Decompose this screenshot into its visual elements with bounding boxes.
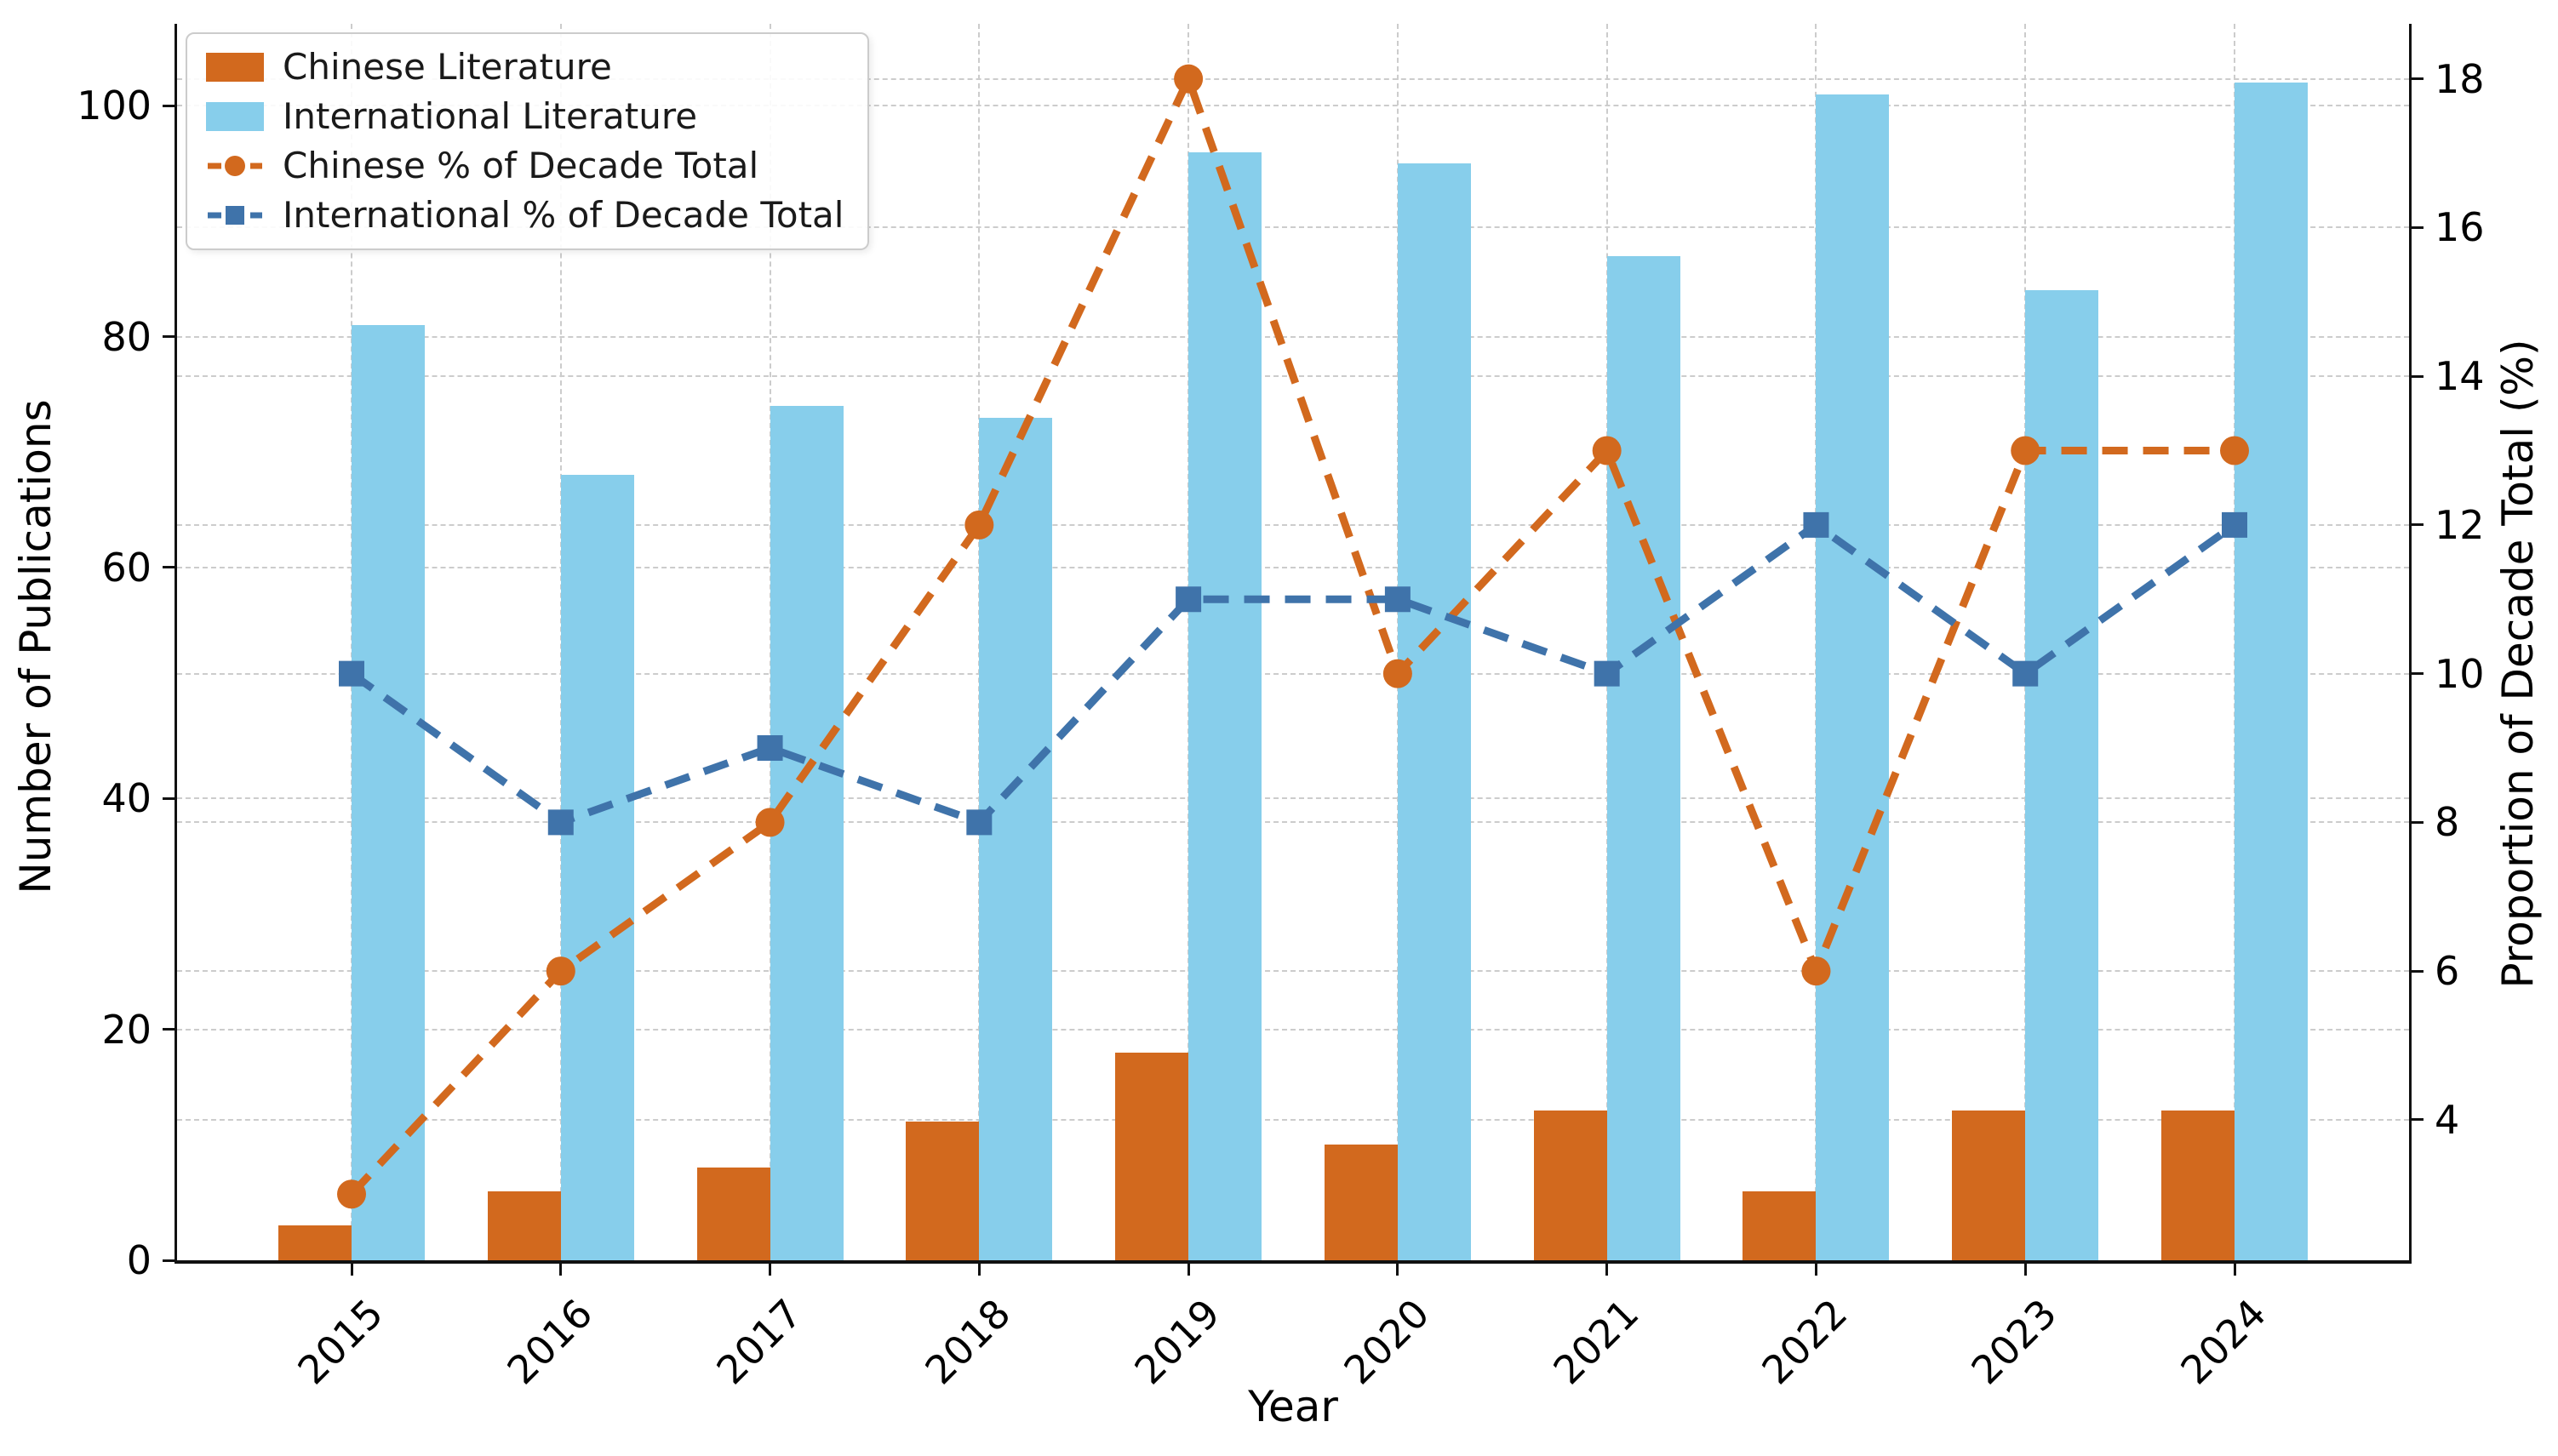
y-axis-right-tick-label: 16 — [2435, 204, 2485, 251]
bar-chinese-2022 — [1743, 1190, 1817, 1260]
y-axis-right-tick — [2412, 226, 2424, 229]
x-axis-tick — [350, 1264, 353, 1276]
y-axis-right-tick — [2412, 1118, 2424, 1122]
x-axis-tick-label: 2019 — [1125, 1290, 1229, 1394]
x-axis-tick — [977, 1264, 981, 1276]
legend-item-chinese-bar: Chinese Literature — [206, 48, 844, 87]
x-axis-tick-label: 2017 — [707, 1290, 810, 1394]
y-axis-left-tick-label: 20 — [101, 1006, 152, 1053]
bar-chinese-2018 — [906, 1122, 980, 1260]
legend-label: International Literature — [283, 95, 698, 137]
y-axis-left-tick — [163, 797, 175, 800]
x-axis-tick-label: 2016 — [498, 1290, 602, 1394]
bar-international-2021 — [1606, 255, 1680, 1260]
bar-international-2022 — [1816, 94, 1890, 1260]
x-axis-label: Year — [1248, 1382, 1338, 1431]
bar-international-2017 — [770, 406, 844, 1260]
y-axis-right-tick-label: 8 — [2435, 799, 2460, 846]
bar-international-2023 — [2025, 290, 2099, 1260]
legend-item-chinese-line: Chinese % of Decade Total — [206, 146, 844, 186]
legend-item-international-line: International % of Decade Total — [206, 196, 844, 235]
bar-chinese-2019 — [1115, 1052, 1189, 1260]
y-axis-right-tick-label: 12 — [2435, 501, 2485, 548]
y-axis-left-tick-label: 40 — [101, 775, 152, 822]
y-axis-right-tick-label: 6 — [2435, 948, 2460, 995]
x-axis-tick — [1605, 1264, 1609, 1276]
x-axis-tick-label: 2018 — [916, 1290, 1020, 1394]
legend-label: Chinese % of Decade Total — [283, 145, 759, 186]
x-axis-tick — [1187, 1264, 1190, 1276]
bar-chinese-2020 — [1324, 1145, 1398, 1260]
bar-chinese-2016 — [487, 1190, 561, 1260]
y-axis-label-right: Proportion of Decade Total (%) — [2493, 339, 2543, 989]
bar-international-2015 — [352, 325, 425, 1260]
y-axis-right-tick — [2412, 969, 2424, 973]
x-axis-tick-label: 2022 — [1753, 1290, 1857, 1394]
bottom-spine — [175, 1260, 2412, 1264]
legend: Chinese Literature International Literat… — [186, 32, 870, 250]
right-spine — [2409, 24, 2412, 1263]
x-axis-tick-label: 2021 — [1544, 1290, 1648, 1394]
international-dashed-line-square-marker-icon — [208, 206, 262, 225]
y-axis-left-tick-label: 80 — [101, 313, 152, 360]
x-axis-tick — [769, 1264, 772, 1276]
y-axis-right-tick-label: 18 — [2435, 55, 2485, 102]
y-axis-label-left: Number of Publications — [11, 399, 60, 894]
y-axis-right-tick-label: 14 — [2435, 353, 2485, 400]
y-axis-left-tick-label: 100 — [77, 83, 152, 129]
x-axis-tick-label: 2024 — [2172, 1290, 2275, 1394]
bar-chinese-2024 — [2161, 1110, 2235, 1260]
y-axis-right-tick — [2412, 523, 2424, 527]
bar-chinese-2015 — [278, 1225, 352, 1260]
bar-international-2024 — [2235, 83, 2308, 1260]
y-axis-right-tick-label: 10 — [2435, 650, 2485, 697]
bar-chinese-2021 — [1533, 1110, 1607, 1260]
bar-international-2016 — [560, 475, 634, 1260]
x-axis-tick-label: 2015 — [289, 1290, 392, 1394]
bar-chinese-2023 — [1952, 1110, 2026, 1260]
y-axis-right-tick — [2412, 374, 2424, 378]
y-axis-left-tick — [163, 566, 175, 569]
chinese-dashed-line-circle-marker-icon — [208, 156, 262, 176]
bar-international-2020 — [1397, 163, 1471, 1260]
y-axis-left-tick — [163, 1028, 175, 1031]
legend-item-international-bar: International Literature — [206, 97, 844, 136]
x-axis-tick — [2233, 1264, 2236, 1276]
x-axis-tick-label: 2020 — [1335, 1290, 1439, 1394]
x-axis-tick — [1396, 1264, 1399, 1276]
y-axis-right-tick-label: 4 — [2435, 1096, 2460, 1143]
left-spine — [175, 24, 177, 1263]
x-axis-tick — [559, 1264, 563, 1276]
y-axis-left-tick-label: 0 — [126, 1237, 152, 1283]
bar-chinese-2017 — [696, 1168, 770, 1260]
y-axis-left-tick — [163, 1259, 175, 1262]
chinese-bar-swatch-icon — [206, 53, 264, 82]
x-axis-tick-label: 2023 — [1962, 1290, 2066, 1394]
y-axis-left-tick — [163, 104, 175, 107]
y-axis-right-tick — [2412, 672, 2424, 676]
legend-label: International % of Decade Total — [283, 194, 844, 236]
y-axis-right-tick — [2412, 820, 2424, 824]
international-bar-swatch-icon — [206, 102, 264, 131]
y-axis-right-tick — [2412, 77, 2424, 81]
x-axis-tick — [1814, 1264, 1817, 1276]
legend-label: Chinese Literature — [283, 46, 612, 88]
bar-international-2019 — [1188, 151, 1262, 1260]
y-axis-left-tick-label: 60 — [101, 544, 152, 591]
bar-international-2018 — [979, 417, 1053, 1260]
x-axis-tick — [2023, 1264, 2027, 1276]
y-axis-left-tick — [163, 335, 175, 339]
